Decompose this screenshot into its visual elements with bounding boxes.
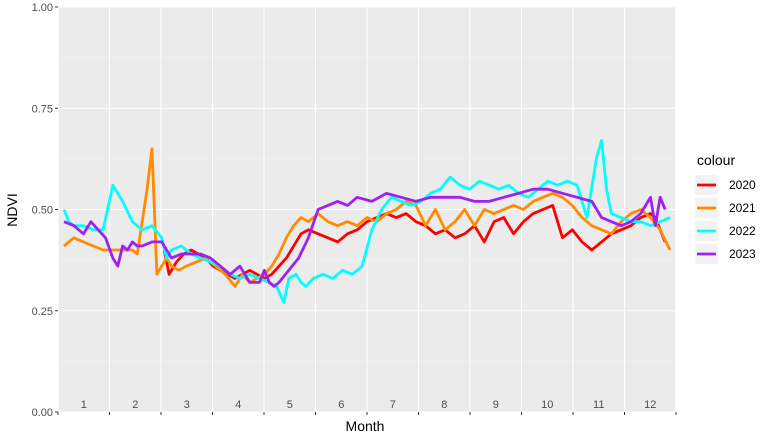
month-label: 7 xyxy=(390,399,396,411)
legend-items: 2020 2021 2022 2023 xyxy=(695,175,756,264)
series-line-2023 xyxy=(63,187,667,288)
month-label: 10 xyxy=(541,399,553,411)
y-tick-label: 1.00 xyxy=(32,2,53,14)
y-tick-label: 0.00 xyxy=(32,407,53,419)
month-label: 1 xyxy=(81,399,87,411)
month-label: 11 xyxy=(593,399,604,411)
x-axis: 1 2 3 4 5 6 7 8 9 10 11 12 xyxy=(57,399,677,415)
series-lines xyxy=(62,139,672,305)
month-label: 8 xyxy=(441,399,447,411)
month-label: 2 xyxy=(132,399,138,411)
y-tick-label: 0.50 xyxy=(32,205,53,217)
y-axis-title: NDVI xyxy=(4,193,20,226)
y-tick-label: 0.75 xyxy=(32,103,53,115)
legend: colour 2020 2021 2022 2023 xyxy=(695,152,756,264)
series-line-2021 xyxy=(63,147,672,288)
legend-label: 2021 xyxy=(729,201,756,215)
month-label: 12 xyxy=(644,399,656,411)
month-label: 9 xyxy=(493,399,499,411)
month-label: 3 xyxy=(184,399,190,411)
month-label: 5 xyxy=(287,399,293,411)
legend-label: 2022 xyxy=(729,224,756,238)
y-axis: 0.00 0.25 0.50 0.75 1.00 xyxy=(32,2,58,419)
x-axis-title: Month xyxy=(346,418,385,434)
y-tick-label: 0.25 xyxy=(32,306,53,318)
series-line-2020 xyxy=(162,203,667,280)
month-label: 6 xyxy=(338,399,344,411)
legend-label: 2020 xyxy=(729,178,756,192)
month-label: 4 xyxy=(235,399,241,411)
legend-label: 2023 xyxy=(729,247,756,261)
legend-title: colour xyxy=(697,152,735,168)
